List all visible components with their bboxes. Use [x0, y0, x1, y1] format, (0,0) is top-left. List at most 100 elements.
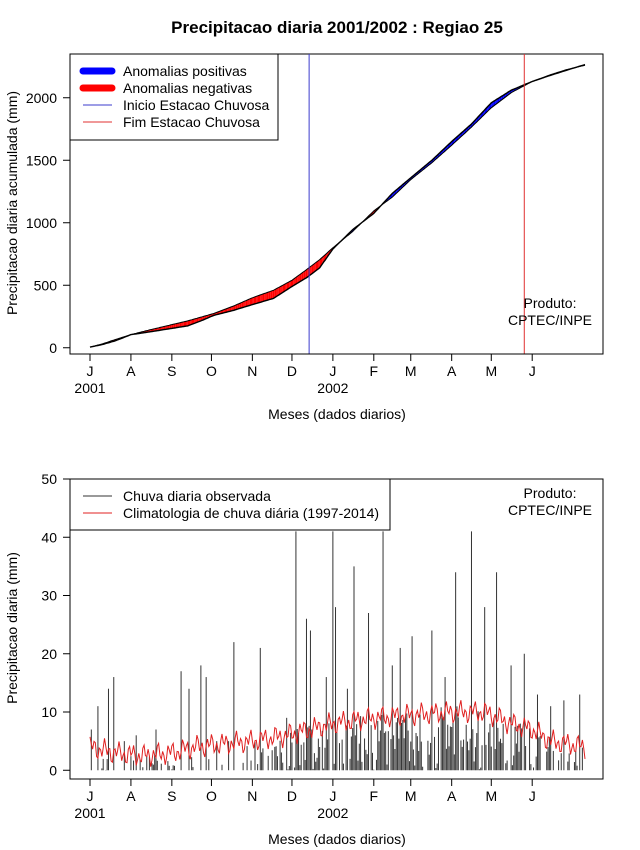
negative-anomaly-segment	[175, 323, 178, 328]
top-month-label: N	[247, 363, 257, 379]
negative-anomaly-segment	[277, 287, 279, 296]
top-month-label: A	[447, 363, 457, 379]
bottom-year-label: 2002	[317, 805, 348, 821]
legend-label-positive: Anomalias positivas	[123, 63, 247, 79]
bottom-product-annotation: Produto: CPTEC/INPE	[508, 485, 592, 518]
negative-anomaly-segment	[314, 262, 316, 272]
bottom-y-label: Precipitacao diaria (mm)	[4, 552, 20, 704]
negative-anomaly-segment	[256, 295, 258, 304]
negative-anomaly-segment	[255, 296, 257, 304]
negative-anomaly-segment	[311, 264, 314, 274]
top-product-annotation: Produto: CPTEC/INPE	[508, 295, 592, 328]
top-month-label: M	[405, 363, 417, 379]
negative-anomaly-segment	[181, 322, 183, 327]
negative-anomaly-segment	[253, 296, 255, 305]
negative-anomaly-segment	[295, 276, 298, 285]
negative-anomaly-segment	[237, 303, 240, 309]
negative-anomaly-segment	[302, 271, 304, 281]
negative-anomaly-segment	[166, 325, 168, 330]
negative-anomaly-segment	[276, 288, 278, 297]
negative-anomaly-segment	[228, 307, 230, 312]
negative-anomaly-segment	[244, 300, 246, 307]
negative-anomaly-segment	[285, 283, 287, 291]
negative-anomaly-segment	[239, 303, 241, 309]
negative-anomaly-segment	[278, 286, 281, 295]
negative-anomaly-segment	[194, 318, 196, 324]
bottom-month-label: J	[329, 788, 336, 804]
legend-label-climatology: Climatologia de chuva diária (1997-2014)	[123, 505, 379, 521]
top-y-label: Precipitacao diaria acumulada (mm)	[4, 91, 20, 315]
negative-anomaly-segment	[313, 263, 315, 273]
bottom-year-label: 2001	[74, 805, 105, 821]
bottom-y-tick-label: 30	[41, 588, 57, 604]
bottom-month-label: A	[447, 788, 457, 804]
negative-anomaly-segment	[227, 307, 229, 312]
top-month-label: M	[485, 363, 497, 379]
negative-anomaly-segment	[243, 301, 245, 308]
negative-anomaly-segment	[177, 323, 179, 328]
negative-anomaly-segment	[305, 269, 307, 279]
bottom-month-label: M	[405, 788, 417, 804]
legend-label-negative: Anomalias negativas	[123, 80, 252, 96]
daily-bars	[90, 531, 583, 771]
bottom-month-label: J	[87, 788, 94, 804]
bottom-y-tick-label: 20	[41, 646, 57, 662]
negative-anomaly-segment	[301, 272, 303, 281]
negative-anomaly-segment	[259, 294, 261, 303]
negative-anomaly-segment	[266, 292, 269, 301]
top-y-tick-label: 1000	[26, 215, 57, 231]
top-y-tick-label: 500	[34, 277, 58, 293]
negative-anomaly-segment	[196, 317, 199, 323]
climatology-line	[89, 700, 586, 767]
negative-anomaly-segment	[269, 291, 271, 300]
negative-anomaly-segment	[167, 325, 170, 329]
negative-anomaly-segment	[257, 295, 259, 304]
top-y-axis: 0 500 1000 1500 2000	[26, 90, 71, 356]
negative-anomaly-segment	[247, 299, 249, 307]
negative-anomaly-segment	[182, 321, 184, 327]
top-month-label: D	[287, 363, 297, 379]
negative-anomaly-segment	[310, 265, 312, 275]
negative-anomaly-segment	[299, 273, 302, 282]
top-y-tick-label: 1500	[26, 152, 57, 168]
negative-anomaly-segment	[315, 261, 317, 271]
negative-anomaly-segment	[170, 324, 172, 329]
figure-title: Precipitacao diaria 2001/2002 : Regiao 2…	[171, 18, 503, 37]
negative-anomaly-segment	[195, 318, 197, 323]
negative-anomaly-segment	[270, 290, 273, 300]
negative-anomaly-segment	[262, 293, 265, 302]
negative-anomaly-segment	[249, 298, 251, 306]
top-y-tick-label: 0	[49, 340, 57, 356]
negative-anomaly-segment	[317, 260, 319, 270]
negative-anomaly-segment	[245, 300, 248, 307]
top-y-tick-label: 2000	[26, 90, 57, 106]
negative-anomaly-segment	[272, 290, 274, 299]
negative-anomaly-segment	[165, 325, 167, 330]
negative-anomaly-segment	[293, 278, 295, 286]
top-legend: Anomalias positivas Anomalias negativas …	[69, 53, 279, 141]
negative-anomaly-segment	[298, 274, 300, 283]
bottom-legend: Chuva diaria observada Climatologia de c…	[69, 478, 391, 531]
bottom-month-label: M	[485, 788, 497, 804]
negative-anomaly-segment	[231, 306, 233, 311]
negative-anomaly-segment	[280, 286, 282, 295]
negative-anomaly-segment	[264, 293, 266, 302]
bottom-y-tick-label: 50	[41, 471, 57, 487]
negative-anomaly-segment	[241, 301, 244, 308]
negative-anomaly-segment	[178, 322, 180, 328]
bottom-legend-box	[69, 478, 391, 531]
top-annotation-line: Produto:	[524, 295, 577, 311]
bottom-y-tick-label: 10	[41, 704, 57, 720]
bottom-y-axis: 0 10 20 30 40 50	[41, 471, 71, 778]
cumulative-lines	[89, 63, 586, 348]
negative-anomaly-segment	[273, 289, 275, 299]
negative-anomaly-segment	[186, 320, 188, 327]
top-month-label: O	[206, 363, 217, 379]
legend-label-observed: Chuva diaria observada	[123, 488, 271, 504]
negative-anomaly-segment	[173, 324, 175, 329]
bottom-month-label: O	[206, 788, 217, 804]
bottom-x-label: Meses (dados diarios)	[268, 831, 406, 847]
negative-anomaly-segment	[290, 280, 292, 288]
